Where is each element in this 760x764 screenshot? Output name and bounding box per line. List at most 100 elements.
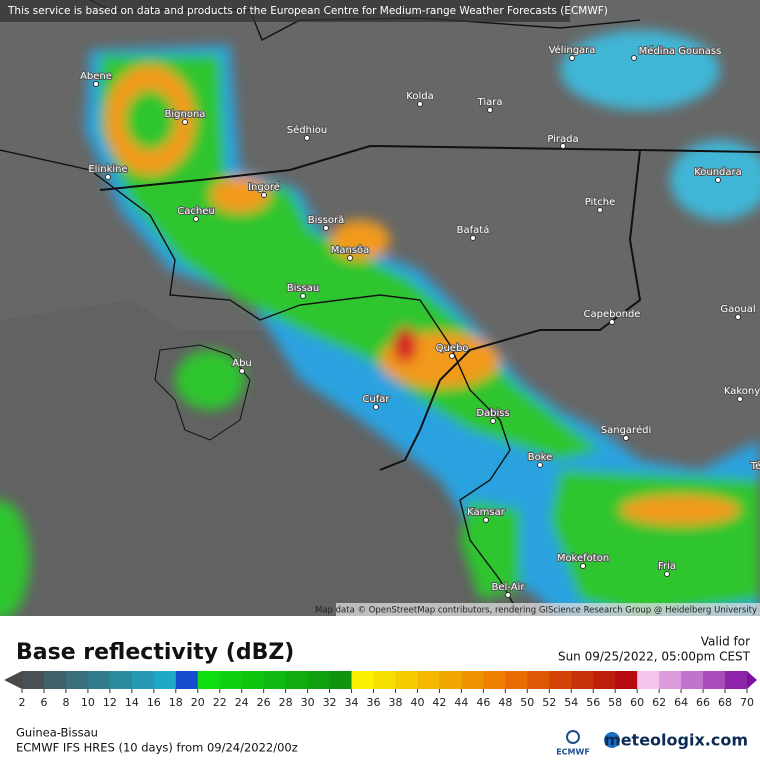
colorbar-segment (703, 671, 726, 689)
place-label: Elinkine (88, 164, 127, 175)
colorbar-segment (329, 671, 353, 689)
colorbar-tick-label: 12 (103, 696, 117, 709)
attribution: Map data © OpenStreetMap contributors, r… (315, 606, 757, 616)
colorbar-segment (461, 671, 484, 689)
colorbar: 2 6 8 10 12 14 16 18 20 22 24 26 28 30 32 34 36 38 40 42 44 4… (4, 671, 757, 709)
place-label: Médina Gounass (639, 45, 722, 57)
colorbar-segment (43, 671, 67, 689)
place-label: Tiara (477, 97, 503, 108)
place-label: Abene (80, 71, 112, 82)
place-label: Capebonde (584, 309, 641, 320)
place-label: Sangarédi (601, 424, 651, 436)
place-label: Bafatá (457, 224, 490, 236)
colorbar-tick-label: 24 (235, 696, 249, 709)
place-label: Té (750, 460, 760, 472)
place-labels: Abene Bignona Sédhiou Kolda Tiara Véling… (79, 43, 760, 598)
model-run: ECMWF IFS HRES (10 days) from 09/24/2022… (16, 741, 298, 755)
colorbar-right-arrow (747, 671, 757, 689)
valid-label: Valid for (701, 635, 750, 649)
colorbar-tick-label: 62 (652, 696, 666, 709)
colorbar-segment (725, 671, 748, 689)
colorbar-tick-label: 48 (498, 696, 512, 709)
colorbar-segment (637, 671, 660, 689)
colorbar-tick-label: 14 (125, 696, 139, 709)
place-label: Sédhiou (287, 124, 327, 136)
place-label: Koundara (694, 167, 742, 178)
place-label: Boke (528, 452, 553, 463)
colorbar-segment (65, 671, 89, 689)
colorbar-tick-label: 40 (410, 696, 424, 709)
colorbar-segment (307, 671, 331, 689)
valid-time: Sun 09/25/2022, 05:00pm CEST (558, 650, 751, 664)
colorbar-segment (109, 671, 133, 689)
colorbar-tick-label: 60 (630, 696, 644, 709)
colorbar-tick-label: 30 (301, 696, 315, 709)
colorbar-tick-label: 16 (147, 696, 161, 709)
legend-title: Base reflectivity (dBZ) (16, 640, 294, 665)
place-label: Bel-Air (492, 582, 526, 593)
colorbar-tick-label: 18 (169, 696, 183, 709)
place-label: Fria (658, 561, 676, 572)
colorbar-tick-label: 6 (40, 696, 47, 709)
colorbar-segment (373, 671, 396, 689)
colorbar-tick-label: 56 (586, 696, 600, 709)
colorbar-tick-label: 52 (542, 696, 556, 709)
colorbar-segment (22, 671, 45, 689)
place-label: Pirada (547, 134, 578, 145)
colorbar-segment (571, 671, 594, 689)
ecmwf-logo: ECMWF (556, 748, 590, 757)
colorbar-segment (395, 671, 418, 689)
colorbar-tick-label: 28 (279, 696, 293, 709)
place-label: Quebo (436, 343, 469, 354)
place-label: Bignona (165, 109, 206, 120)
colorbar-tick-label: 66 (696, 696, 710, 709)
colorbar-tick-label: 20 (191, 696, 205, 709)
colorbar-segment (681, 671, 704, 689)
place-label: Bissorã (308, 215, 344, 226)
colorbar-tick-label: 22 (213, 696, 227, 709)
colorbar-segment (439, 671, 462, 689)
header-notice: This service is based on data and produc… (7, 5, 608, 17)
colorbar-segment (241, 671, 265, 689)
colorbar-segment (263, 671, 287, 689)
place-label: Bissau (287, 283, 320, 294)
place-label: Ingoré (248, 181, 280, 193)
place-label: Dabiss (476, 408, 509, 419)
colorbar-segment (351, 671, 375, 689)
colorbar-tick-label: 44 (454, 696, 468, 709)
place-label: Cufar (362, 394, 390, 405)
colorbar-tick-label: 2 (19, 696, 26, 709)
place-label: Gaoual (720, 304, 755, 315)
colorbar-segment (153, 671, 177, 689)
colorbar-segment (417, 671, 440, 689)
region: Guinea-Bissau (16, 726, 98, 740)
colorbar-segment (615, 671, 638, 689)
colorbar-tick-label: 34 (345, 696, 359, 709)
colorbar-tick-label: 54 (564, 696, 578, 709)
colorbar-left-arrow (4, 671, 22, 689)
colorbar-segment (197, 671, 221, 689)
place-label: Vélingara (549, 44, 596, 56)
colorbar-segment (527, 671, 550, 689)
colorbar-tick-label: 38 (388, 696, 402, 709)
colorbar-tick-label: 58 (608, 696, 622, 709)
place-label: Mansôa (331, 244, 370, 256)
brand: meteologix.com (604, 731, 748, 750)
colorbar-tick-label: 26 (257, 696, 271, 709)
place-label: Kakony (724, 386, 760, 397)
place-label: Mokefoton (557, 553, 609, 564)
place-label: Cacheu (177, 206, 214, 217)
colorbar-segment (593, 671, 616, 689)
colorbar-tick-label: 64 (674, 696, 688, 709)
colorbar-segment (175, 671, 199, 689)
colorbar-segment (131, 671, 155, 689)
colorbar-segment (219, 671, 243, 689)
colorbar-tick-label: 46 (476, 696, 490, 709)
colorbar-segment (87, 671, 111, 689)
colorbar-tick-label: 50 (520, 696, 534, 709)
place-label: Abu (232, 358, 252, 369)
colorbar-tick-label: 32 (323, 696, 337, 709)
colorbar-segment (285, 671, 309, 689)
